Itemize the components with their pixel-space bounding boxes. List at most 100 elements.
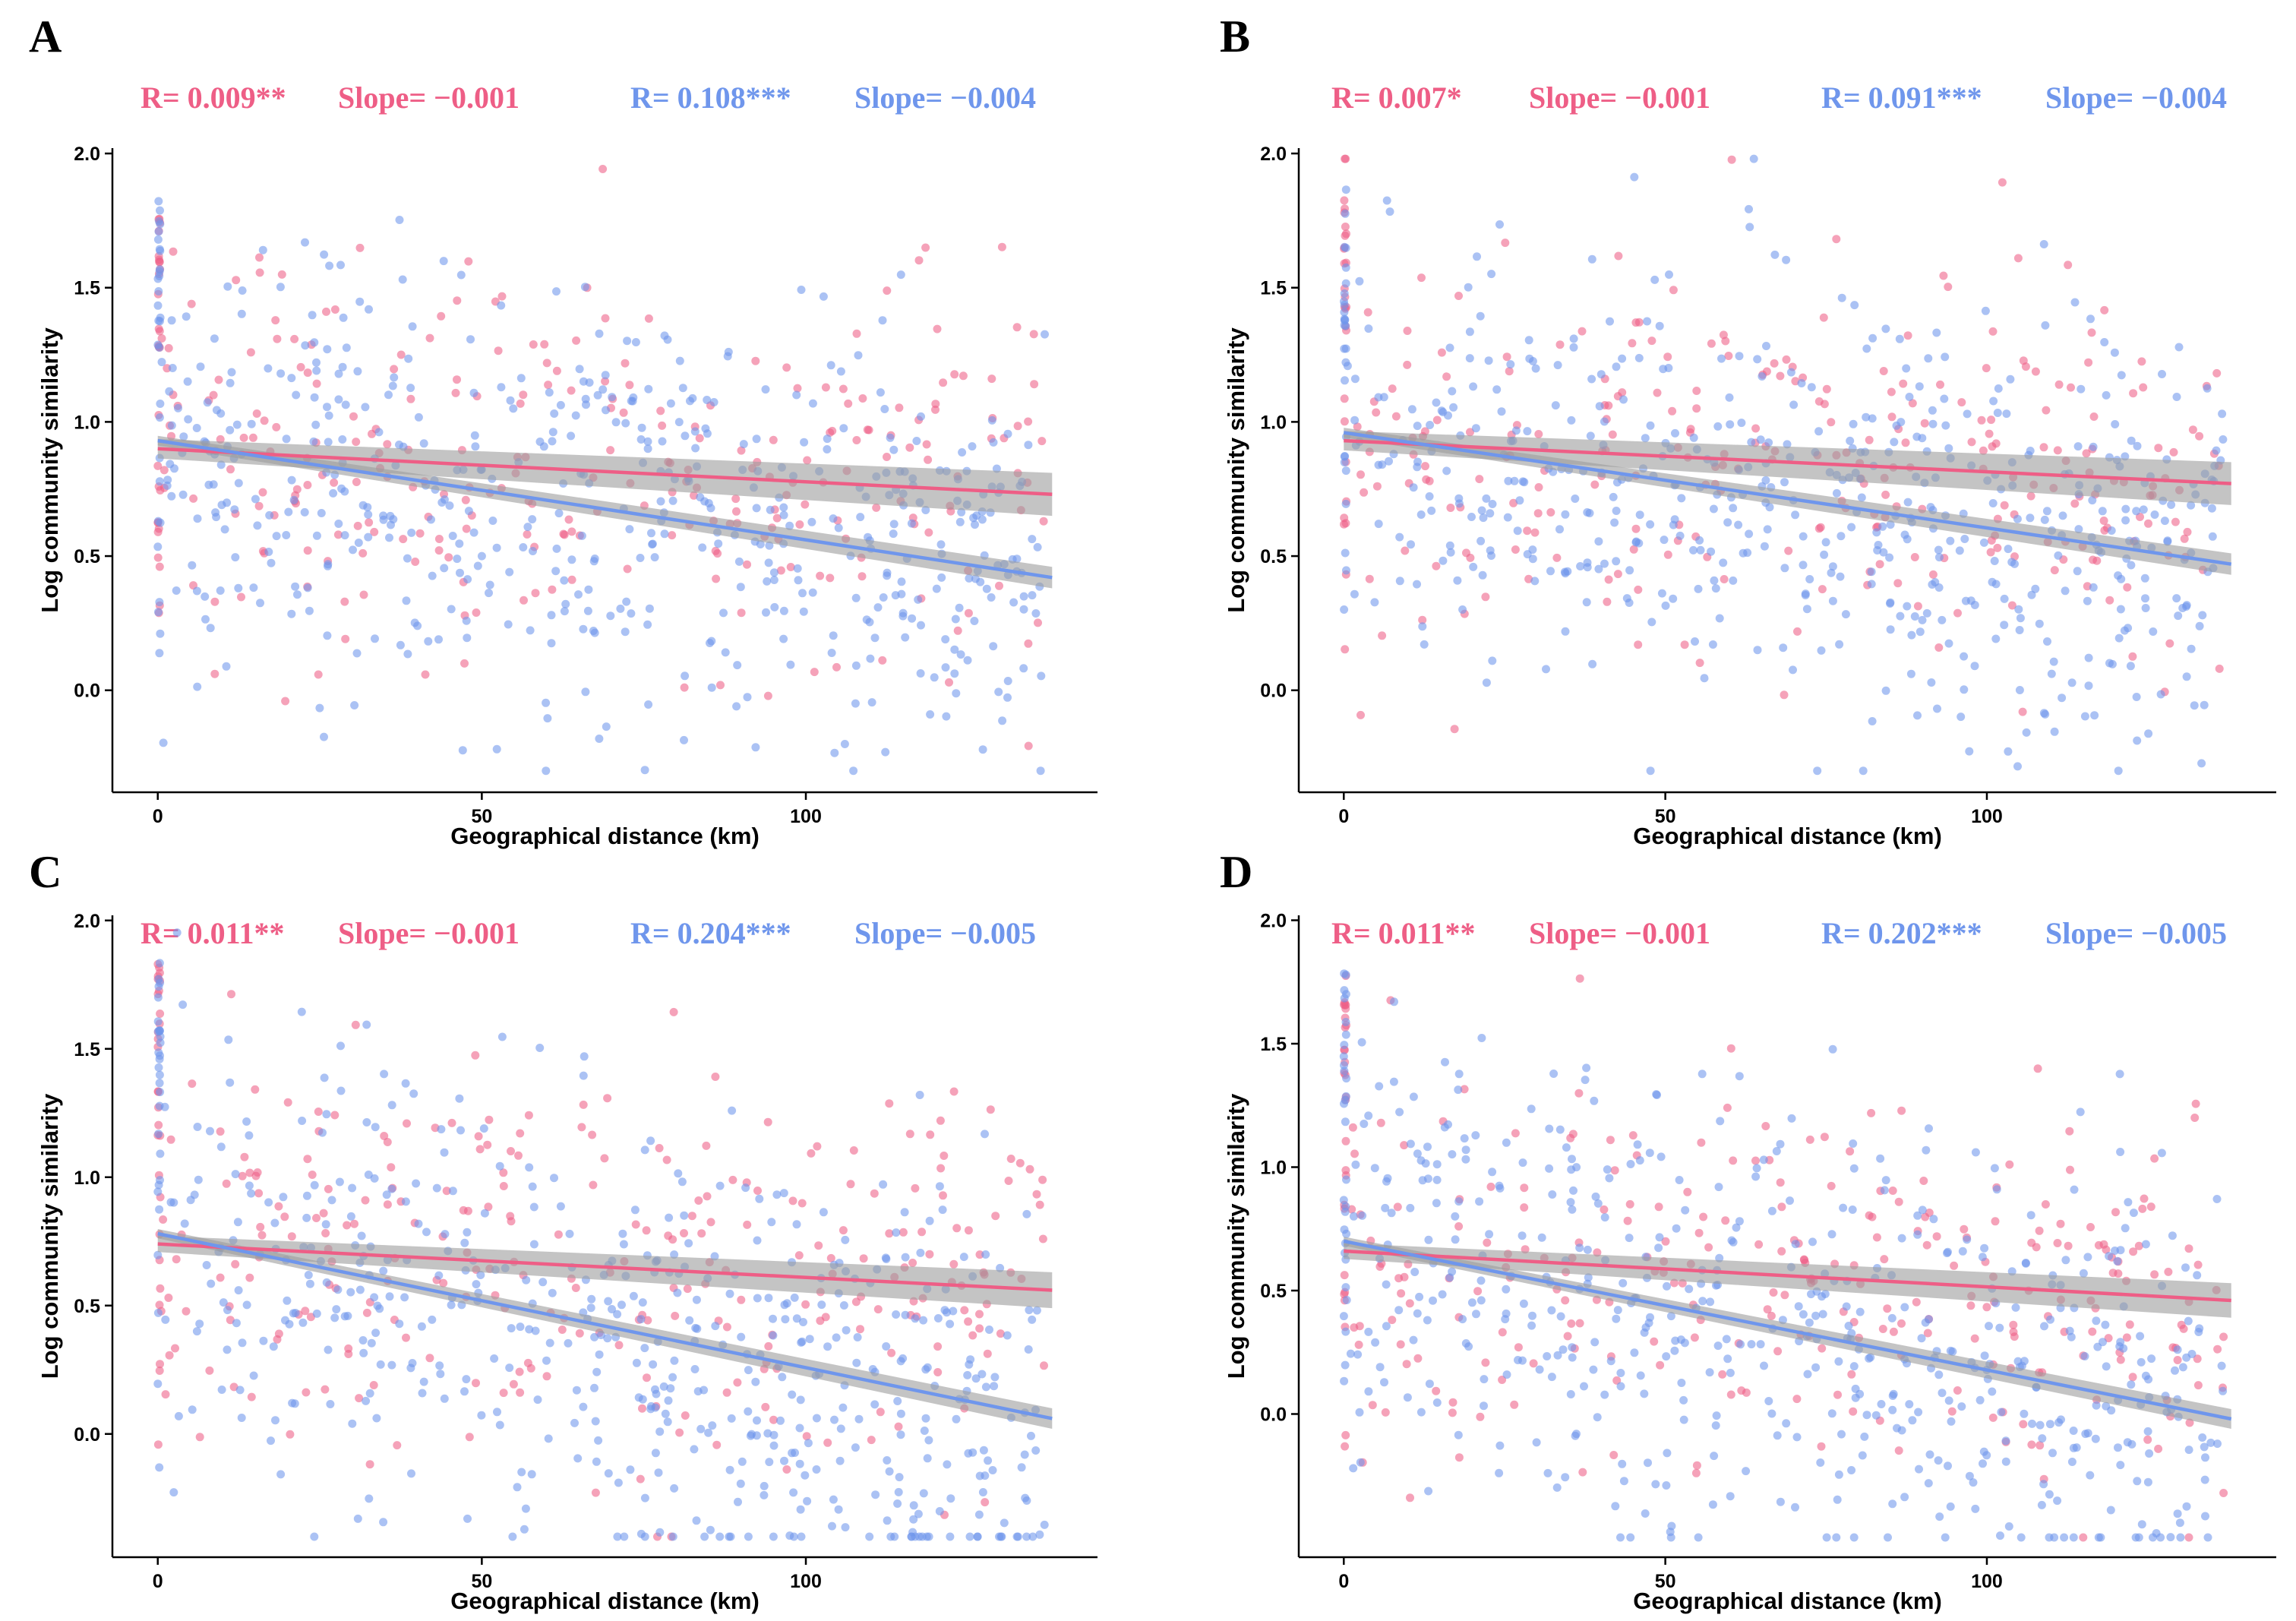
y-tick-label: 2.0: [1260, 911, 1287, 932]
scatter-point-pink: [2184, 1533, 2193, 1542]
scatter-point-blue: [832, 1333, 841, 1342]
scatter-point-blue: [237, 309, 246, 318]
scatter-point-blue: [323, 403, 331, 412]
scatter-point-pink: [425, 1354, 434, 1363]
scatter-point-pink: [1375, 1262, 1385, 1271]
scatter-point-pink: [210, 597, 219, 606]
scatter-point-blue: [658, 437, 667, 446]
scatter-point-pink: [887, 1348, 896, 1357]
scatter-point-blue: [987, 593, 996, 602]
scatter-point-pink: [383, 440, 392, 449]
scatter-point-blue: [2048, 1449, 2057, 1458]
scatter-point-blue: [1341, 185, 1350, 194]
scatter-point-blue: [734, 557, 744, 566]
scatter-point-blue: [788, 1390, 797, 1399]
scatter-point-blue: [973, 1532, 982, 1541]
scatter-point-pink: [239, 433, 248, 442]
scatter-point-blue: [398, 275, 407, 284]
scatter-point-blue: [1965, 1471, 1974, 1480]
scatter-point-pink: [1460, 1085, 1469, 1094]
scatter-point-blue: [267, 1436, 275, 1446]
scatter-point-blue: [769, 1430, 778, 1439]
scatter-point-blue: [497, 383, 506, 392]
scatter-point-blue: [1364, 1327, 1373, 1336]
scatter-point-blue: [343, 1311, 352, 1320]
scatter-point-blue: [1406, 1139, 1415, 1149]
scatter-point-blue: [1988, 499, 1998, 507]
scatter-point-blue: [1448, 1267, 1457, 1276]
scatter-point-pink: [159, 466, 169, 475]
scatter-point-blue: [1488, 1168, 1497, 1177]
scatter-point-blue: [428, 571, 437, 580]
scatter-point-pink: [1425, 476, 1434, 485]
scatter-point-blue: [789, 1532, 798, 1541]
scatter-point-blue: [1527, 1321, 1536, 1330]
scatter-point-pink: [1432, 1386, 1441, 1395]
scatter-point-blue: [901, 1310, 910, 1319]
scatter-point-blue: [447, 605, 456, 614]
scatter-point-blue: [1993, 409, 2002, 417]
scatter-point-pink: [2143, 1435, 2152, 1444]
scatter-point-blue: [1471, 424, 1480, 433]
scatter-point-pink: [658, 421, 667, 430]
scatter-point-pink: [2212, 368, 2222, 378]
scatter-point-pink: [1606, 1136, 1615, 1145]
scatter-point-blue: [920, 1427, 929, 1435]
scatter-point-blue: [1569, 343, 1578, 352]
scatter-point-blue: [1789, 400, 1799, 409]
scatter-point-blue: [1581, 1076, 1590, 1085]
scatter-point-blue: [1933, 704, 1941, 713]
scatter-point-pink: [1707, 339, 1716, 348]
scatter-point-pink: [2146, 1202, 2155, 1212]
scatter-point-pink: [365, 518, 374, 527]
scatter-point-blue: [324, 438, 333, 447]
scatter-point-blue: [2039, 709, 2048, 718]
scatter-point-blue: [1341, 1360, 1350, 1370]
scatter-point-blue: [1583, 1245, 1592, 1254]
scatter-point-blue: [1837, 1430, 1846, 1439]
scatter-point-blue: [2110, 348, 2119, 357]
scatter-point-blue: [655, 1528, 665, 1537]
scatter-point-blue: [1591, 1192, 1600, 1201]
scatter-point-pink: [515, 1367, 524, 1376]
scatter-point-pink: [1726, 1390, 1735, 1399]
scatter-point-blue: [2197, 759, 2206, 768]
scatter-point-blue: [2126, 662, 2135, 671]
scatter-point-blue: [2092, 1401, 2101, 1410]
scatter-point-blue: [1666, 1312, 1675, 1321]
scatter-point-pink: [763, 691, 772, 700]
scatter-point-blue: [1478, 570, 1487, 580]
scatter-point-blue: [1980, 1243, 1989, 1253]
scatter-point-blue: [2157, 1149, 2166, 1158]
scatter-point-blue: [235, 1386, 245, 1395]
scatter-point-pink: [516, 399, 525, 408]
scatter-point-blue: [1770, 250, 1780, 259]
scatter-point-blue: [1349, 1212, 1358, 1221]
scatter-point-blue: [1406, 1203, 1415, 1212]
scatter-point-blue: [725, 1532, 734, 1541]
scatter-point-blue: [231, 1170, 240, 1179]
scatter-point-pink: [1910, 553, 1919, 561]
scatter-point-blue: [994, 687, 1003, 697]
scatter-point-pink: [987, 374, 996, 384]
scatter-point-blue: [659, 1382, 668, 1391]
scatter-point-blue: [921, 506, 930, 514]
scatter-point-blue: [201, 592, 210, 601]
scatter-point-blue: [1713, 1341, 1723, 1351]
scatter-point-pink: [216, 1127, 225, 1136]
scatter-point-blue: [1482, 678, 1491, 687]
stat-blue-r: R= 0.202***: [1821, 916, 1982, 950]
scatter-point-blue: [1356, 1458, 1365, 1467]
scatter-point-pink: [303, 481, 312, 489]
scatter-point-blue: [1432, 1160, 1442, 1169]
scatter-point-pink: [499, 1182, 508, 1190]
scatter-point-pink: [924, 528, 933, 537]
scatter-point-pink: [1032, 1190, 1041, 1199]
scatter-point-blue: [445, 501, 454, 510]
scatter-point-blue: [2133, 1477, 2142, 1486]
scatter-point-pink: [2144, 519, 2152, 528]
scatter-point-pink: [681, 1411, 690, 1420]
scatter-point-blue: [1341, 1030, 1350, 1039]
scatter-point-blue: [1510, 476, 1519, 485]
scatter-point-blue: [2054, 551, 2063, 560]
